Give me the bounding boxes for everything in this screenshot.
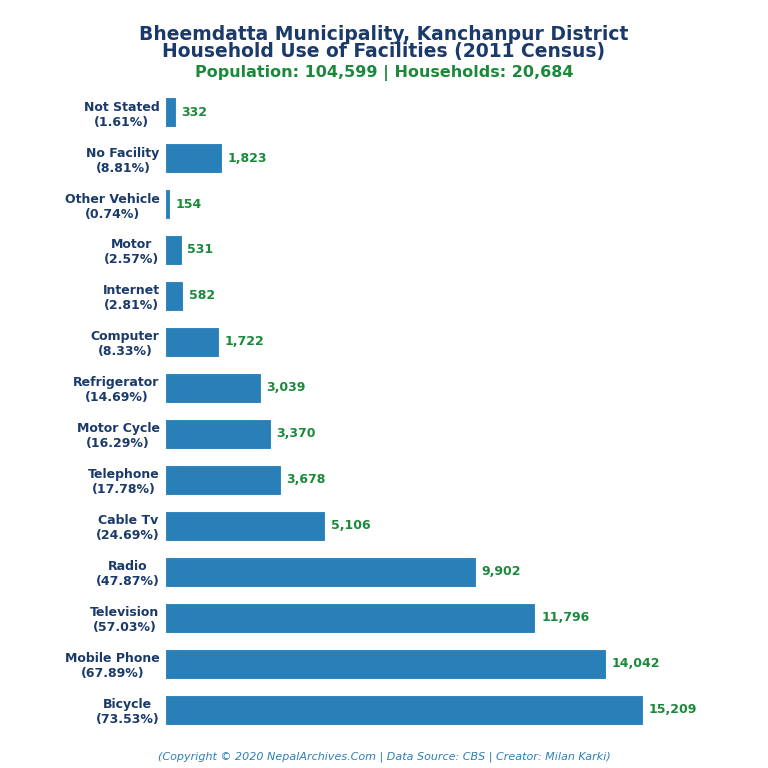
Text: 3,370: 3,370 <box>276 427 316 440</box>
Bar <box>165 97 176 127</box>
Bar <box>165 557 476 587</box>
Bar <box>165 465 280 495</box>
Bar <box>165 511 326 541</box>
Text: (Copyright © 2020 NepalArchives.Com | Data Source: CBS | Creator: Milan Karki): (Copyright © 2020 NepalArchives.Com | Da… <box>157 751 611 762</box>
Text: 3,039: 3,039 <box>266 382 306 395</box>
Text: 332: 332 <box>181 105 207 118</box>
Text: 582: 582 <box>189 290 215 303</box>
Text: Population: 104,599 | Households: 20,684: Population: 104,599 | Households: 20,684 <box>195 65 573 81</box>
Bar <box>165 189 170 219</box>
Text: 1,823: 1,823 <box>228 151 267 164</box>
Text: 531: 531 <box>187 243 214 257</box>
Bar <box>165 281 184 311</box>
Bar <box>165 373 260 403</box>
Text: 14,042: 14,042 <box>611 657 660 670</box>
Text: 3,678: 3,678 <box>286 473 326 486</box>
Bar <box>165 603 535 633</box>
Text: 15,209: 15,209 <box>648 703 697 717</box>
Text: 11,796: 11,796 <box>541 611 589 624</box>
Text: 5,106: 5,106 <box>331 519 371 532</box>
Bar <box>165 235 182 265</box>
Text: 9,902: 9,902 <box>482 565 521 578</box>
Bar <box>165 419 271 449</box>
Text: 1,722: 1,722 <box>225 336 265 349</box>
Bar <box>165 327 219 357</box>
Text: Bheemdatta Municipality, Kanchanpur District: Bheemdatta Municipality, Kanchanpur Dist… <box>139 25 629 44</box>
Text: Household Use of Facilities (2011 Census): Household Use of Facilities (2011 Census… <box>163 42 605 61</box>
Bar <box>165 695 643 725</box>
Text: 154: 154 <box>176 197 202 210</box>
Bar <box>165 143 223 173</box>
Bar <box>165 649 606 679</box>
